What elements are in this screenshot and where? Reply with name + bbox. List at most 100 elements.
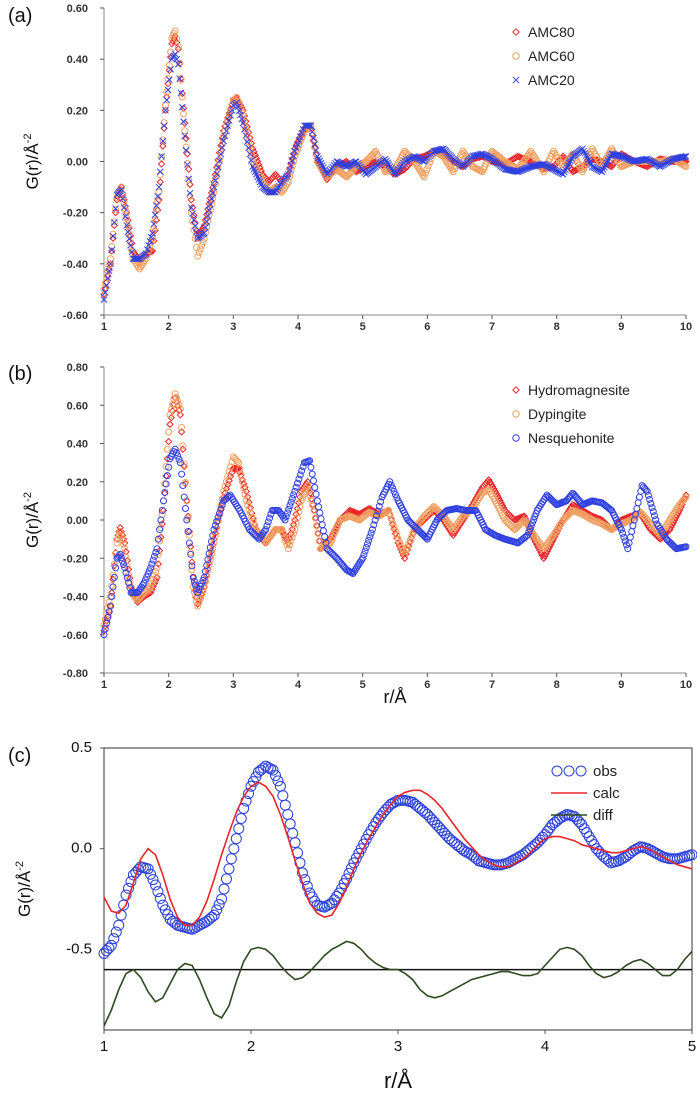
data-point bbox=[228, 468, 236, 477]
data-point bbox=[107, 260, 114, 268]
data-point bbox=[150, 571, 158, 579]
data-point bbox=[650, 512, 658, 520]
data-point bbox=[528, 519, 536, 527]
data-point bbox=[681, 153, 689, 160]
data-point bbox=[343, 868, 355, 880]
data-point bbox=[646, 495, 654, 503]
data-point bbox=[159, 142, 167, 150]
legend-label: Hydromagnesite bbox=[528, 382, 630, 398]
data-point bbox=[101, 289, 109, 296]
x-tick-label: 9 bbox=[618, 679, 624, 691]
data-point bbox=[365, 536, 373, 544]
data-point bbox=[195, 586, 203, 594]
data-point bbox=[208, 195, 215, 202]
data-point bbox=[120, 540, 128, 548]
data-point bbox=[108, 582, 116, 590]
data-point bbox=[289, 837, 301, 849]
data-point bbox=[512, 515, 520, 524]
data-point bbox=[194, 589, 202, 597]
data-point bbox=[185, 531, 193, 539]
data-point bbox=[299, 494, 307, 502]
data-point bbox=[162, 106, 169, 114]
x-tick-label: 10 bbox=[680, 679, 692, 691]
data-point bbox=[173, 55, 181, 63]
data-point bbox=[362, 543, 370, 551]
data-point bbox=[180, 493, 188, 501]
data-point bbox=[221, 132, 229, 140]
data-point bbox=[228, 101, 236, 109]
data-point bbox=[156, 171, 164, 179]
y-axis-label: G(r)/Å-2 bbox=[22, 492, 42, 548]
data-point bbox=[105, 939, 117, 951]
data-point bbox=[241, 491, 249, 498]
data-point bbox=[282, 808, 294, 820]
data-point bbox=[183, 160, 191, 168]
data-point bbox=[606, 525, 614, 533]
data-point bbox=[100, 296, 108, 304]
data-point bbox=[634, 499, 642, 507]
data-point bbox=[117, 554, 125, 562]
data-point bbox=[251, 521, 259, 529]
data-point bbox=[161, 488, 169, 496]
data-point bbox=[282, 537, 290, 545]
data-point bbox=[247, 139, 256, 147]
data-point bbox=[624, 545, 632, 553]
data-point bbox=[310, 134, 317, 142]
data-point bbox=[315, 503, 323, 511]
data-point bbox=[617, 526, 625, 534]
data-point bbox=[680, 153, 687, 161]
data-point bbox=[312, 490, 320, 498]
data-point bbox=[112, 206, 120, 214]
data-point bbox=[279, 529, 287, 537]
data-point bbox=[525, 528, 533, 536]
data-point bbox=[406, 536, 414, 544]
legend-swatch bbox=[575, 765, 587, 777]
data-point bbox=[125, 876, 137, 888]
data-point bbox=[210, 526, 218, 534]
data-point bbox=[147, 233, 155, 241]
panel-c: (c) 0.5 0.0 -0.5 1 2 3 4 5 G(r)/Å-2 r/Å obs calc diff bbox=[8, 739, 697, 1093]
data-point bbox=[108, 247, 116, 255]
panel-a: (a) 0.60 0.40 0.20 0.00 -0.20 -0.40 -0.60 1 2 3 4 5 6… bbox=[8, 3, 692, 333]
data-point bbox=[151, 211, 159, 219]
y-axis-label-sup: -2 bbox=[22, 492, 34, 502]
data-point bbox=[225, 117, 233, 124]
data-point bbox=[245, 498, 253, 506]
data-point bbox=[263, 522, 271, 530]
data-point bbox=[187, 550, 195, 558]
data-point bbox=[298, 129, 306, 137]
data-point bbox=[121, 564, 129, 572]
data-point bbox=[214, 164, 222, 172]
data-point bbox=[635, 493, 643, 501]
data-point bbox=[513, 523, 521, 531]
data-point bbox=[184, 161, 191, 168]
data-point bbox=[196, 583, 204, 591]
data-point bbox=[118, 186, 125, 193]
legend: AMC80 AMC60 AMC20 bbox=[512, 24, 575, 88]
data-point bbox=[152, 886, 164, 898]
data-point bbox=[286, 541, 294, 549]
data-point bbox=[110, 219, 118, 226]
data-point bbox=[233, 94, 241, 102]
data-point bbox=[188, 558, 196, 566]
data-point bbox=[289, 150, 298, 158]
data-point bbox=[161, 101, 169, 109]
data-point bbox=[106, 602, 114, 610]
data-point bbox=[224, 122, 232, 130]
data-point bbox=[104, 272, 112, 280]
data-point bbox=[211, 904, 223, 916]
data-point bbox=[385, 506, 393, 514]
data-point bbox=[415, 527, 423, 535]
y-tick-label: -0.60 bbox=[63, 310, 88, 322]
data-point bbox=[203, 218, 211, 225]
data-point bbox=[629, 522, 637, 530]
data-point bbox=[633, 505, 641, 513]
data-point bbox=[473, 493, 481, 502]
data-point bbox=[172, 394, 180, 402]
data-point bbox=[106, 260, 115, 268]
data-point bbox=[118, 536, 126, 544]
data-point bbox=[368, 526, 376, 534]
data-point bbox=[669, 541, 677, 549]
data-point bbox=[177, 428, 186, 436]
legend-label: AMC20 bbox=[528, 72, 575, 88]
